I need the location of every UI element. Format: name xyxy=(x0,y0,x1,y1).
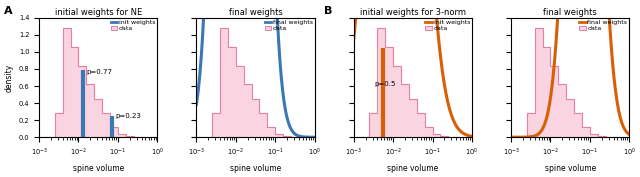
Legend: init weights, data: init weights, data xyxy=(425,19,471,32)
Text: B: B xyxy=(324,6,333,16)
Legend: final weights, data: final weights, data xyxy=(264,19,314,32)
Text: p=0.23: p=0.23 xyxy=(116,113,141,119)
X-axis label: spine volume: spine volume xyxy=(72,164,124,173)
Legend: final weights, data: final weights, data xyxy=(579,19,628,32)
Title: initial weights for 3-norm: initial weights for 3-norm xyxy=(360,8,466,17)
Text: p=0.77: p=0.77 xyxy=(87,69,113,75)
Title: final weights: final weights xyxy=(543,8,597,17)
X-axis label: spine volume: spine volume xyxy=(230,164,281,173)
Title: initial weights for NE: initial weights for NE xyxy=(54,8,142,17)
Legend: init weights, data: init weights, data xyxy=(110,19,156,32)
Text: A: A xyxy=(4,6,12,16)
Title: final weights: final weights xyxy=(228,8,282,17)
Text: p=0.5: p=0.5 xyxy=(374,81,396,87)
X-axis label: spine volume: spine volume xyxy=(387,164,438,173)
X-axis label: spine volume: spine volume xyxy=(545,164,596,173)
Y-axis label: density: density xyxy=(4,63,13,92)
